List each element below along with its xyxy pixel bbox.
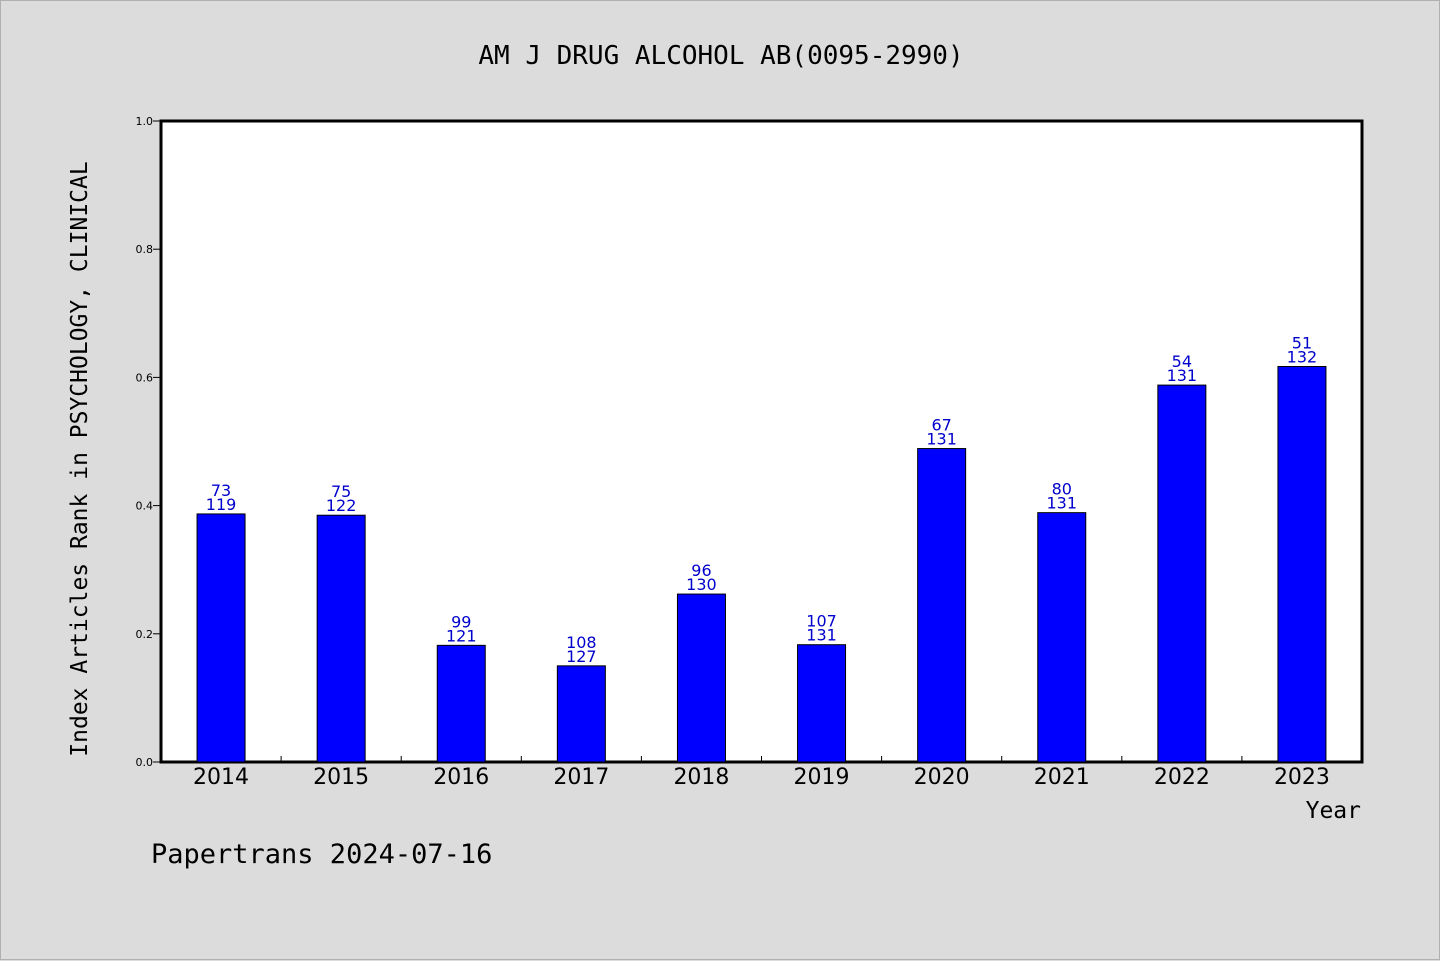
bar-2022 — [1157, 384, 1207, 763]
bar-total-label: 131 — [1046, 494, 1077, 513]
bar-total-label: 131 — [926, 430, 957, 449]
bar-rank-label: 51 — [1292, 334, 1312, 353]
bar-rank-label: 54 — [1172, 352, 1192, 371]
y-axis-label: Index Articles Rank in PSYCHOLOGY, CLINI… — [67, 161, 93, 756]
bar-2014 — [196, 513, 246, 763]
bar-rank-label: 99 — [451, 612, 471, 631]
bar-rank-label: 80 — [1052, 480, 1072, 499]
y-tick-label: 0.4 — [136, 500, 154, 513]
x-tick-label: 2023 — [1274, 765, 1330, 790]
footer-credit: Papertrans 2024-07-16 — [151, 839, 492, 870]
y-tick-label: 0.6 — [136, 371, 154, 384]
bar-total-label: 122 — [326, 496, 357, 515]
bar-2017 — [556, 665, 606, 763]
x-tick-label: 2021 — [1034, 765, 1090, 790]
bar-total-label: 127 — [566, 647, 597, 666]
x-tick-label: 2019 — [794, 765, 850, 790]
bar-rank-label: 73 — [211, 481, 231, 500]
x-tick-label: 2016 — [433, 765, 489, 790]
bar-2021 — [1037, 512, 1087, 763]
bar-total-label: 131 — [806, 626, 837, 645]
bar-total-label: 131 — [1167, 366, 1198, 385]
bar-series — [196, 366, 1327, 763]
bar-rank-label: 108 — [566, 633, 597, 652]
bar-total-label: 121 — [446, 626, 477, 645]
bar-total-label: 130 — [686, 575, 717, 594]
x-tick-label: 2017 — [553, 765, 609, 790]
x-tick-label: 2015 — [313, 765, 369, 790]
bar-rank-label: 75 — [331, 482, 351, 501]
y-tick-label: 0.0 — [136, 756, 154, 769]
x-tick-label: 2014 — [193, 765, 249, 790]
x-tick-label: 2020 — [914, 765, 970, 790]
bar-total-label: 132 — [1287, 348, 1318, 367]
bar-rank-label: 67 — [931, 416, 951, 435]
bar-2020 — [917, 448, 967, 763]
bar-2016 — [436, 644, 486, 763]
x-tick-label: 2022 — [1154, 765, 1210, 790]
x-axis: 2014 2015 2016 2017 2018 2019 2020 2021 2022 2023 — [193, 756, 1330, 790]
y-tick-label: 0.2 — [136, 628, 154, 641]
y-axis: 0.0 0.2 0.4 0.6 0.8 1.0 — [136, 115, 161, 769]
bar-2019 — [797, 644, 847, 763]
y-tick-label: 0.8 — [136, 243, 154, 256]
bar-2023 — [1277, 366, 1327, 763]
bar-rank-label: 107 — [806, 612, 837, 631]
x-axis-label: Year — [1306, 798, 1361, 824]
chart-title: AM J DRUG ALCOHOL AB(0095-2990) — [478, 41, 963, 71]
bar-2015 — [316, 514, 366, 763]
bar-2018 — [676, 593, 726, 763]
x-tick-label: 2018 — [673, 765, 729, 790]
bar-rank-label: 96 — [691, 561, 711, 580]
y-tick-label: 1.0 — [136, 115, 154, 128]
bar-total-label: 119 — [206, 495, 237, 514]
